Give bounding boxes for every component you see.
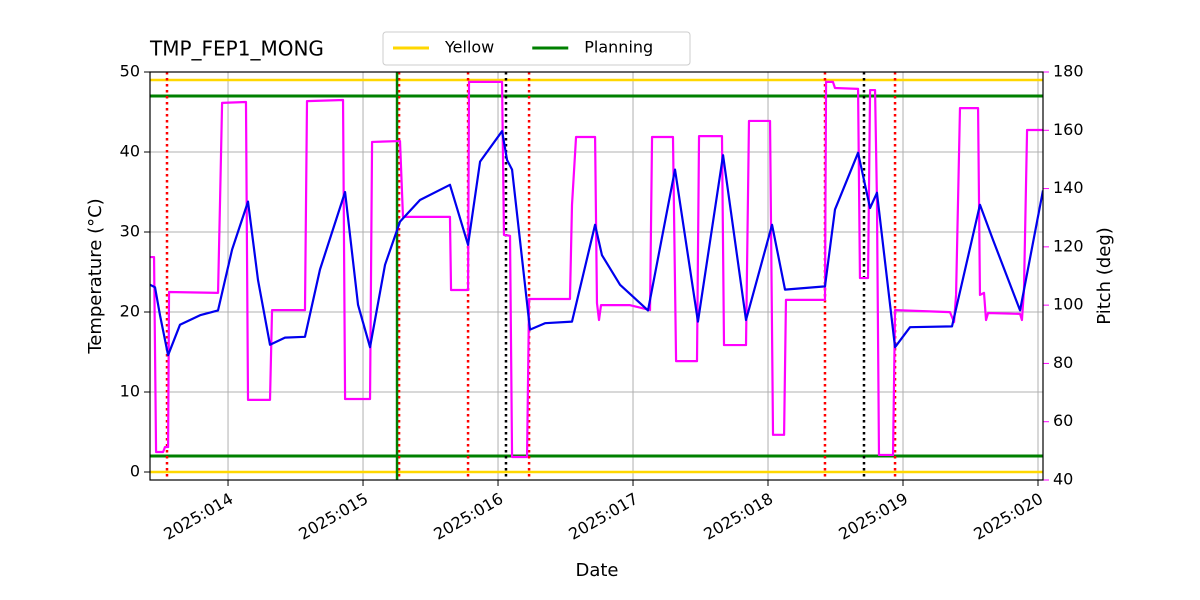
plot-area	[150, 72, 1043, 480]
legend: Yellow Planning	[382, 31, 691, 66]
x-tick-label: 2025:017	[565, 489, 641, 544]
legend-label: Planning	[584, 38, 653, 57]
data-line	[150, 130, 1043, 357]
x-tick-label: 2025:018	[700, 489, 776, 544]
x-tick-label: 2025:019	[835, 489, 911, 544]
x-tick-label: 2025:016	[430, 489, 506, 544]
y2-tick-label: 60	[1053, 411, 1073, 430]
y-tick-label: 50	[120, 62, 140, 81]
y-tick-label: 0	[130, 462, 140, 481]
y2-tick-label: 40	[1053, 470, 1073, 489]
data-line	[150, 80, 1043, 459]
x-tick-label: 2025:014	[160, 489, 236, 544]
y-axis-label: Temperature (°C)	[85, 198, 106, 354]
y2-tick-label: 160	[1053, 120, 1084, 139]
x-tick-label: 2025:020	[970, 489, 1046, 544]
y2-tick-label: 120	[1053, 236, 1084, 255]
y-tick-label: 40	[120, 142, 140, 161]
y2-axis-label: Pitch (deg)	[1094, 227, 1115, 325]
y2-tick-label: 140	[1053, 178, 1084, 197]
y2-tick-label: 180	[1053, 62, 1084, 81]
y2-tick-label: 80	[1053, 353, 1073, 372]
y-tick-label: 30	[120, 222, 140, 241]
y-tick-label: 10	[120, 382, 140, 401]
x-tick-label: 2025:015	[295, 489, 371, 544]
y2-tick-label: 100	[1053, 295, 1084, 314]
plot-frame	[149, 71, 1044, 481]
legend-label: Yellow	[444, 38, 494, 57]
y-tick-label: 20	[120, 302, 140, 321]
chart-title: TMP_FEP1_MONG	[149, 37, 324, 61]
x-axis-label: Date	[575, 560, 618, 581]
